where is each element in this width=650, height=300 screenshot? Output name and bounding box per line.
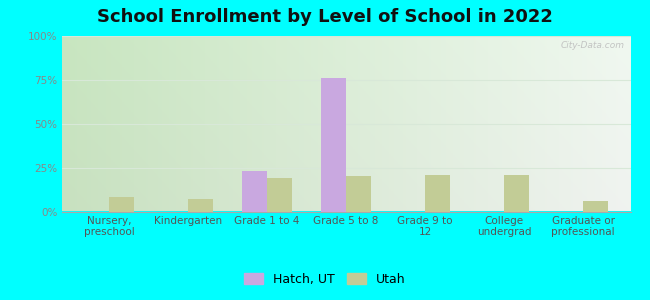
Bar: [346, 176, 371, 211]
Bar: [242, 171, 267, 211]
Text: City-Data.com: City-Data.com: [561, 41, 625, 50]
Bar: [583, 201, 608, 211]
Legend: Hatch, UT, Utah: Hatch, UT, Utah: [239, 268, 411, 291]
Bar: [109, 197, 135, 212]
Bar: [425, 175, 450, 212]
Bar: [321, 78, 346, 211]
Bar: [188, 199, 213, 212]
Bar: [267, 178, 292, 212]
Bar: [504, 175, 529, 212]
Text: School Enrollment by Level of School in 2022: School Enrollment by Level of School in …: [97, 8, 553, 26]
